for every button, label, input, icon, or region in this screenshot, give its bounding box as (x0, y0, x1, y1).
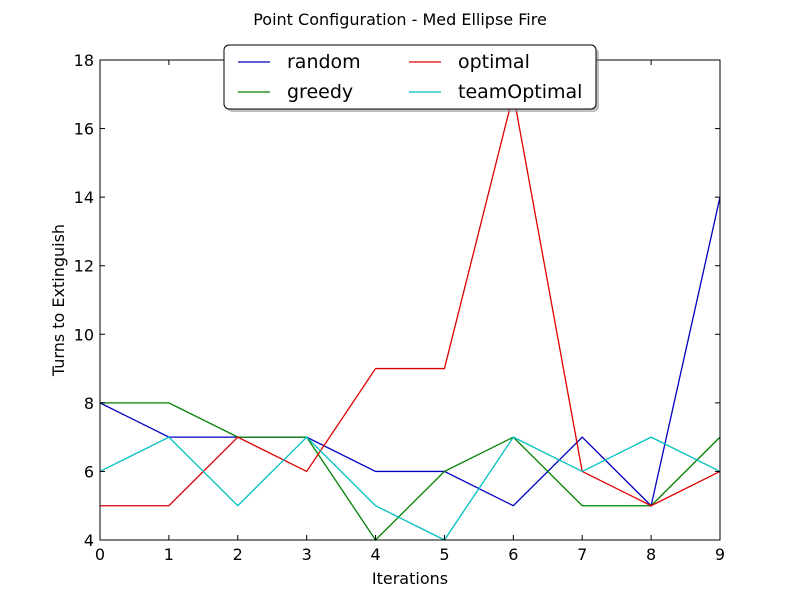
x-tick-label: 0 (95, 545, 105, 564)
x-tick-label: 3 (302, 545, 312, 564)
series-layer (99, 94, 721, 542)
plot-area-frame (99, 59, 721, 541)
x-tick-label: 1 (164, 545, 174, 564)
series-line-teamOptimal (99, 436, 721, 541)
y-tick-label: 18 (74, 51, 94, 70)
x-tick-label: 5 (439, 545, 449, 564)
y-tick-label: 4 (84, 531, 94, 550)
x-tick-label: 4 (370, 545, 380, 564)
y-tick-label: 12 (74, 257, 94, 276)
x-tick-label: 8 (646, 545, 656, 564)
series-line-greedy (100, 402, 721, 542)
legend-label-optimal: optimal (458, 51, 530, 73)
y-axis-label: Turns to Extinguish (49, 224, 68, 377)
x-tick-label: 6 (508, 545, 518, 564)
legend-label-teamOptimal: teamOptimal (458, 81, 582, 103)
x-axis-label: Iterations (372, 569, 448, 588)
legend: random greedy optimal teamOptimal (223, 44, 599, 112)
y-tick-label: 8 (84, 394, 94, 413)
legend-label-random: random (287, 51, 361, 73)
x-tick-label: 9 (715, 545, 725, 564)
series-line-optimal (100, 94, 721, 507)
y-tick-label: 10 (74, 325, 94, 344)
x-tick-label: 2 (233, 545, 243, 564)
y-tick-label: 16 (74, 120, 94, 139)
y-tick-label: 6 (84, 462, 94, 481)
legend-box (223, 44, 597, 110)
chart-title: Point Configuration - Med Ellipse Fire (253, 10, 547, 29)
series-line-random (99, 197, 721, 508)
x-tick-label: 7 (577, 545, 587, 564)
legend-label-greedy: greedy (287, 81, 353, 103)
y-tick-label: 14 (74, 188, 94, 207)
